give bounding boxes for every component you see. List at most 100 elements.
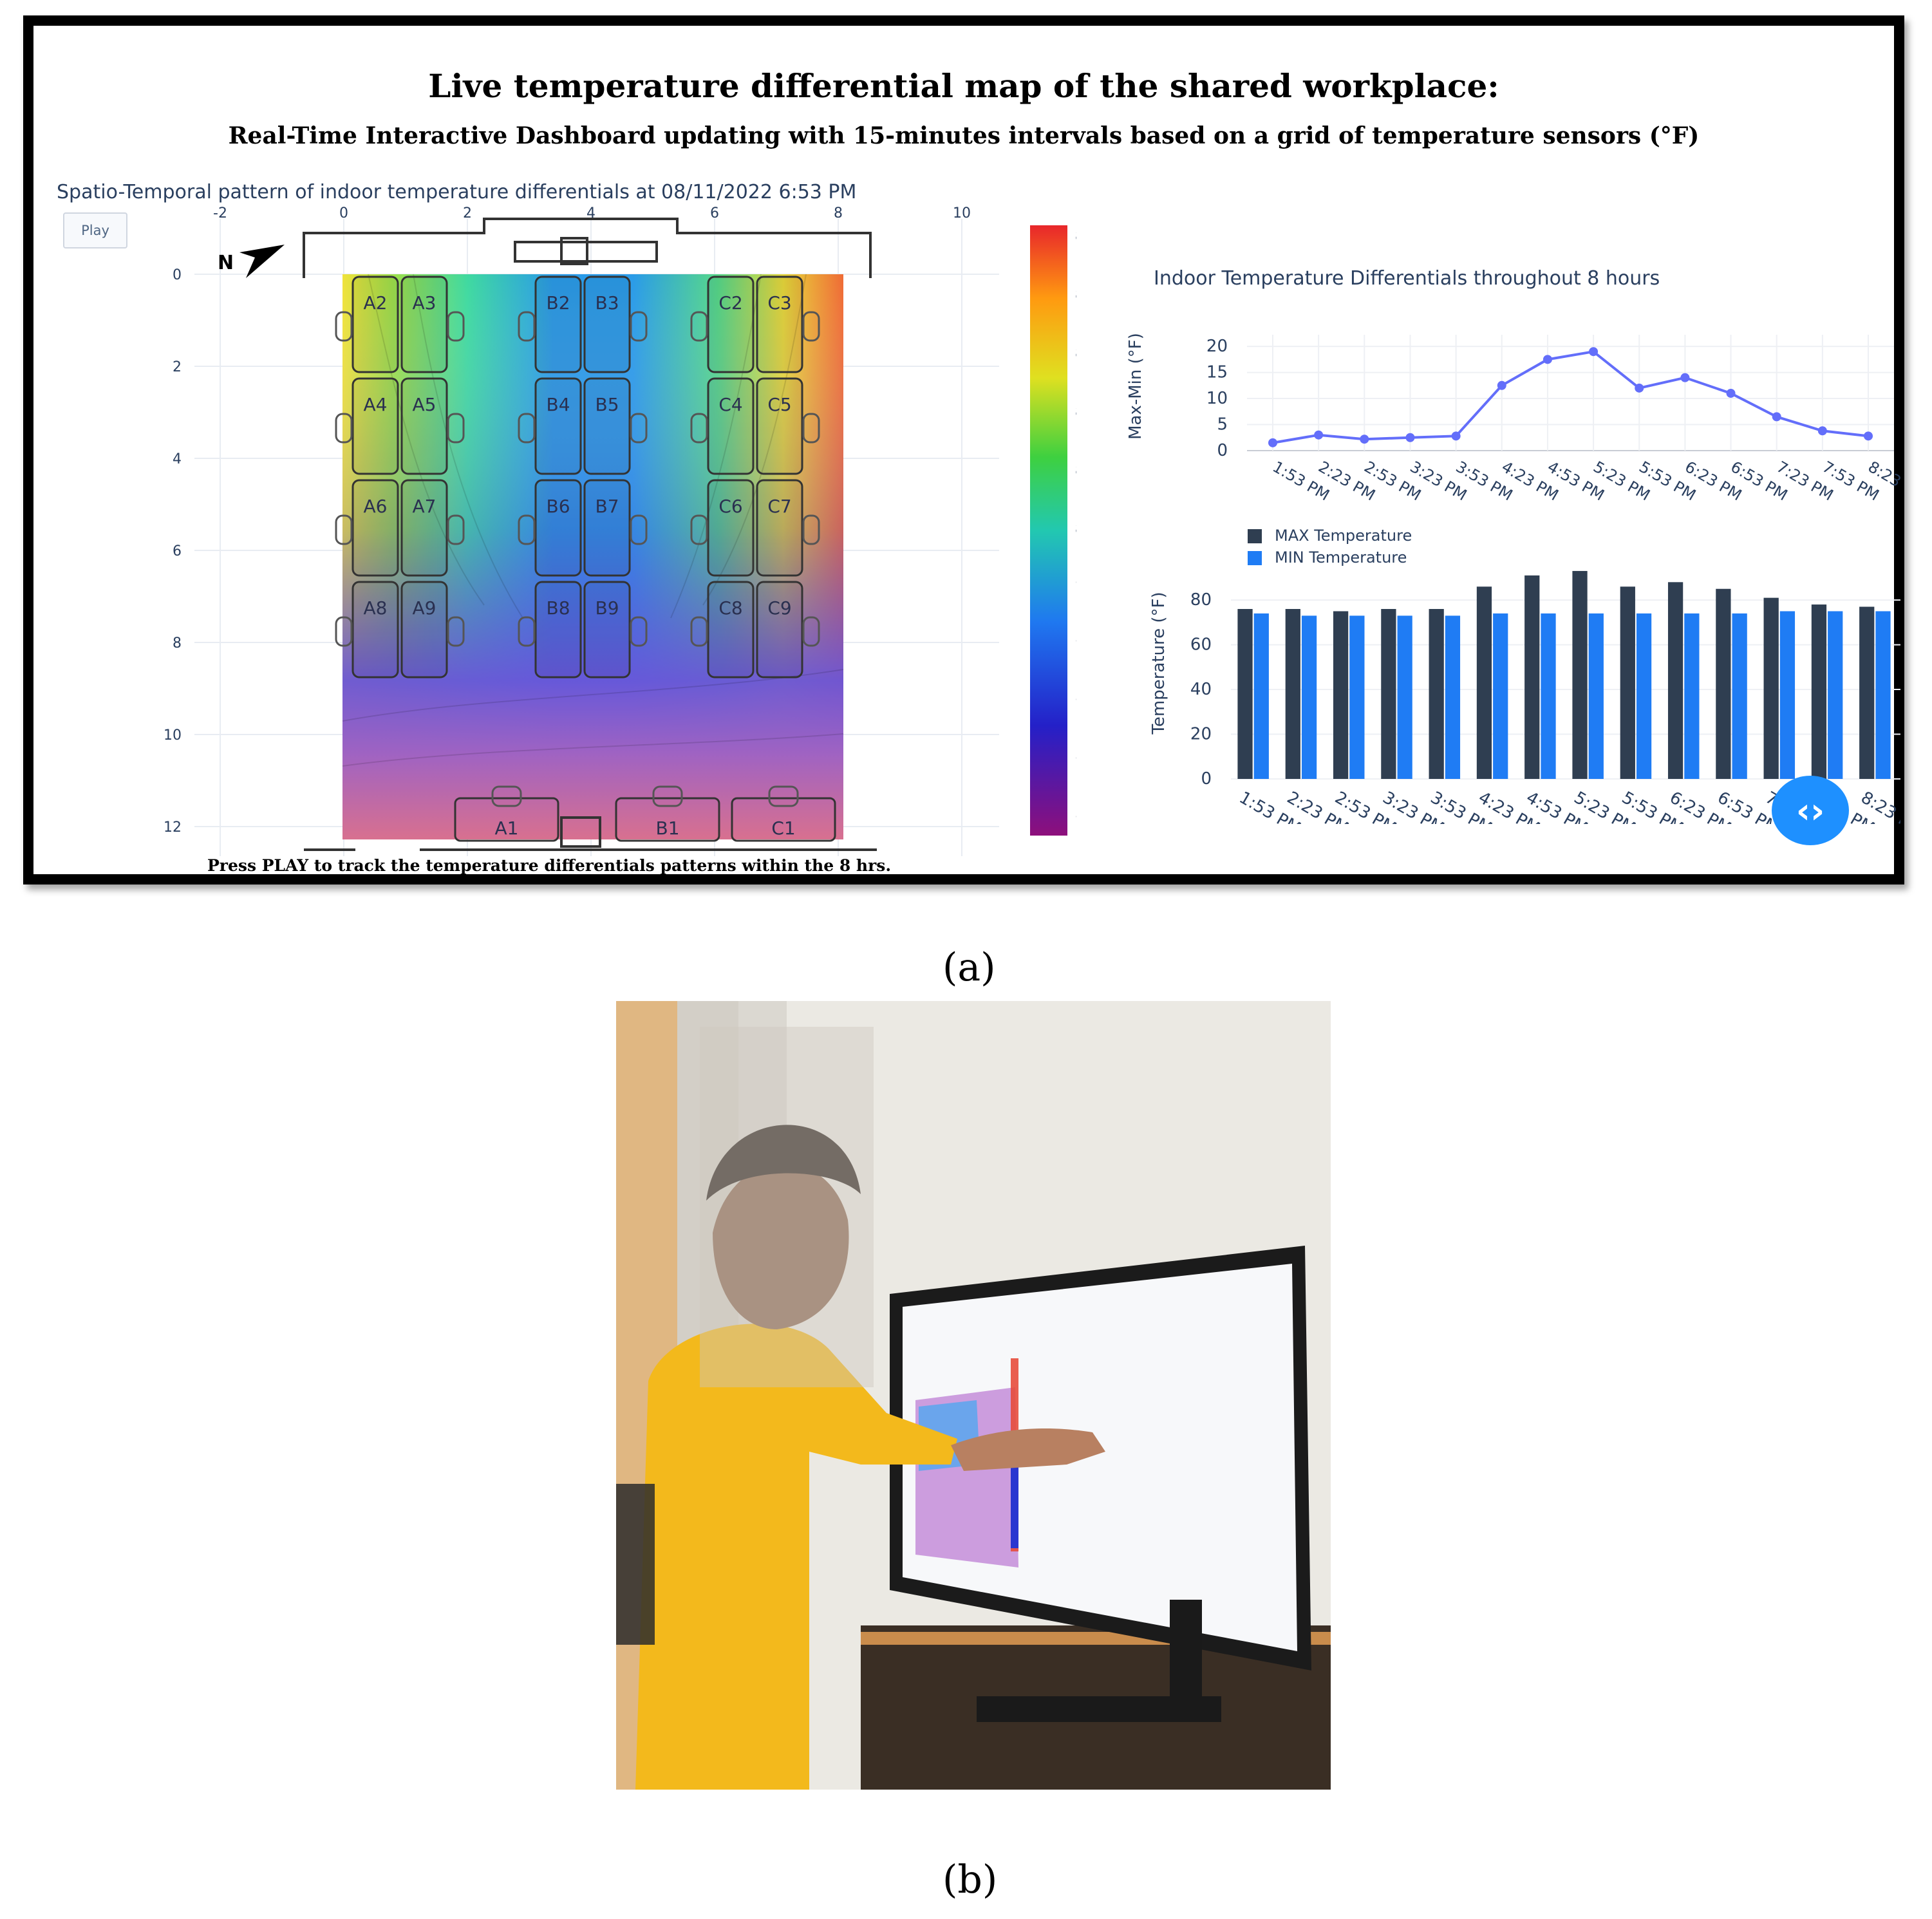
line-point[interactable] [1635, 383, 1644, 393]
colorbar-tick: 81 [1075, 463, 1076, 479]
bar-y-tick: 0 [1201, 769, 1212, 789]
bar-max[interactable] [1716, 588, 1731, 779]
chevron-left-right-icon[interactable]: ‹​› [1772, 776, 1849, 845]
desk[interactable]: A7 [400, 479, 465, 577]
bar-max[interactable] [1859, 606, 1875, 779]
bar-min[interactable] [1445, 615, 1461, 779]
desk[interactable]: B6 [518, 479, 582, 577]
desk[interactable]: B3 [583, 276, 648, 373]
bar-min[interactable] [1779, 611, 1796, 779]
line-series-max-min[interactable] [1268, 347, 1873, 447]
desk[interactable]: B4 [518, 377, 582, 475]
line-point[interactable] [1864, 431, 1873, 441]
heatmap-y-tick: 0 [173, 267, 182, 283]
bar-max[interactable] [1285, 609, 1300, 779]
chair-icon [335, 413, 353, 444]
bar-min[interactable] [1349, 615, 1365, 779]
line-point[interactable] [1772, 412, 1781, 422]
desk[interactable]: A3 [400, 276, 465, 373]
desk[interactable]: A2 [335, 276, 399, 373]
bar-chart-bars[interactable] [1237, 570, 1891, 779]
desk[interactable]: C4 [690, 377, 755, 475]
line-point[interactable] [1817, 426, 1827, 436]
bar-max[interactable] [1620, 586, 1635, 779]
bar-max[interactable] [1763, 597, 1779, 779]
play-button[interactable]: Play [63, 212, 127, 248]
bar-min[interactable] [1397, 615, 1412, 779]
line-point[interactable] [1314, 430, 1324, 440]
desk[interactable]: C2 [690, 276, 755, 373]
desk-label: A9 [413, 597, 436, 619]
desk-label: B2 [546, 292, 570, 314]
desk[interactable]: A6 [335, 479, 399, 577]
bar-chart[interactable]: MAX Temperature MIN Temperature Temperatu… [1102, 521, 1900, 824]
line-point[interactable] [1268, 438, 1277, 447]
heatmap-y-tick: 12 [164, 819, 182, 836]
bar-min[interactable] [1588, 613, 1604, 779]
desk[interactable]: C9 [756, 581, 820, 679]
front-desk[interactable]: A1 [454, 785, 559, 842]
bar-min[interactable] [1684, 613, 1700, 779]
line-point[interactable] [1543, 355, 1552, 364]
bar-max[interactable] [1667, 582, 1683, 779]
desk[interactable]: B8 [518, 581, 582, 679]
chair-icon [447, 514, 465, 545]
line-point[interactable] [1360, 435, 1369, 444]
bar-chart-legend[interactable]: MAX Temperature MIN Temperature [1248, 527, 1412, 566]
bar-min[interactable] [1541, 613, 1556, 779]
bar-min[interactable] [1636, 613, 1652, 779]
desk[interactable]: C6 [690, 479, 755, 577]
line-y-tick: 20 [1206, 337, 1228, 356]
desk[interactable]: B9 [583, 581, 648, 679]
bar-min[interactable] [1253, 613, 1269, 779]
bar-max[interactable] [1429, 609, 1444, 779]
bar-max[interactable] [1572, 570, 1588, 779]
chair-icon [447, 616, 465, 647]
bar-min[interactable] [1493, 613, 1508, 779]
bar-max[interactable] [1811, 604, 1827, 779]
legend-item[interactable]: MIN Temperature [1248, 548, 1407, 566]
bar-min[interactable] [1301, 615, 1317, 779]
line-point[interactable] [1726, 388, 1736, 398]
desk[interactable]: C8 [690, 581, 755, 679]
desk[interactable]: C7 [756, 479, 820, 577]
bar-max[interactable] [1333, 611, 1349, 779]
desk[interactable]: A9 [400, 581, 465, 679]
desk[interactable]: C5 [756, 377, 820, 475]
desk-label: C7 [767, 496, 791, 517]
colorbar-tick: 78 [1075, 639, 1076, 655]
desk[interactable]: A8 [335, 581, 399, 679]
line-point[interactable] [1589, 347, 1599, 357]
legend-item[interactable]: MAX Temperature [1248, 527, 1412, 545]
chair-icon [690, 514, 708, 545]
desk[interactable]: B2 [518, 276, 582, 373]
desk[interactable]: B5 [583, 377, 648, 475]
chair-icon [652, 785, 683, 807]
desk-label: A5 [413, 394, 436, 415]
line-point[interactable] [1497, 380, 1506, 390]
heatmap-x-tick: 8 [834, 205, 843, 221]
bar-max[interactable] [1476, 586, 1492, 779]
desk[interactable]: A5 [400, 377, 465, 475]
photo-user-at-touchscreen [616, 1001, 1331, 1790]
bar-min[interactable] [1828, 611, 1843, 779]
line-chart[interactable]: Indoor Temperature Differentials through… [1102, 257, 1900, 515]
front-desk[interactable]: C1 [731, 785, 836, 842]
bar-max[interactable] [1524, 575, 1540, 779]
desk[interactable]: A4 [335, 377, 399, 475]
chair-icon [630, 616, 648, 647]
desk-label: A3 [413, 292, 436, 314]
front-desk[interactable]: B1 [615, 785, 720, 842]
bar-min[interactable] [1732, 613, 1747, 779]
desk[interactable]: B7 [583, 479, 648, 577]
colorbar [1030, 225, 1067, 836]
bar-max[interactable] [1381, 609, 1396, 779]
front-desk-row: A1 B1 C1 [454, 785, 836, 842]
line-point[interactable] [1680, 373, 1690, 382]
line-point[interactable] [1405, 433, 1415, 442]
line-point[interactable] [1451, 431, 1461, 441]
desk[interactable]: C3 [756, 276, 820, 373]
bar-min[interactable] [1875, 611, 1891, 779]
heatmap-floorplan[interactable]: Spatio-Temporal pattern of indoor temper… [33, 26, 1076, 882]
bar-max[interactable] [1237, 609, 1253, 779]
